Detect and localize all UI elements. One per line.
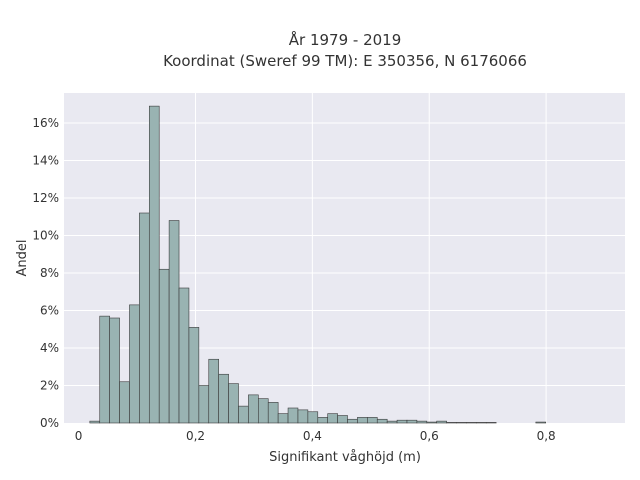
histogram-bar <box>228 383 239 424</box>
histogram-bar <box>386 420 398 424</box>
histogram-bar <box>476 422 487 424</box>
histogram-bar <box>535 421 547 424</box>
histogram-bar <box>456 422 467 424</box>
y-axis-ticks: 0% 2% 4% 6% 8% 10% 12% 14% 16% <box>32 116 59 430</box>
histogram-bar <box>178 287 190 424</box>
histogram-bar <box>248 394 259 424</box>
histogram-bar <box>258 398 269 424</box>
x-axis-label: Signifikant våghöjd (m) <box>269 450 421 465</box>
histogram-bar <box>337 415 348 424</box>
histogram-bar <box>446 422 457 424</box>
chart-subtitle: Koordinat (Sweref 99 TM): E 350356, N 61… <box>163 52 527 70</box>
histogram-bar <box>297 409 309 424</box>
histogram-bar <box>396 419 408 424</box>
histogram-bar <box>218 373 229 424</box>
y-axis-label: Andel <box>15 240 30 277</box>
y-tick-label: 14% <box>32 154 59 168</box>
y-tick-label: 4% <box>40 341 59 355</box>
histogram-bar <box>416 420 428 424</box>
histogram-bar <box>208 358 219 424</box>
histogram-bar <box>99 315 110 424</box>
histogram-bar <box>129 304 140 424</box>
x-tick-label: 0,2 <box>186 429 205 443</box>
x-tick-label: 0 <box>75 429 83 443</box>
histogram-bar <box>317 417 328 424</box>
histogram-bar <box>148 105 160 424</box>
histogram-bar <box>327 413 338 424</box>
histogram-bar <box>168 220 180 424</box>
histogram-bar <box>139 212 150 424</box>
y-tick-label: 0% <box>40 416 59 430</box>
y-tick-label: 12% <box>32 191 59 205</box>
y-tick-label: 8% <box>40 266 59 280</box>
histogram-bar <box>287 407 299 424</box>
histogram-bar <box>158 268 170 424</box>
histogram-bar <box>347 418 358 424</box>
histogram-bar <box>485 422 497 424</box>
histogram-bar <box>466 422 477 424</box>
histogram-bar <box>357 417 368 424</box>
histogram-bar <box>267 402 279 424</box>
chart-title: År 1979 - 2019 <box>289 30 402 49</box>
y-tick-label: 10% <box>32 229 59 243</box>
x-axis-ticks: 0 0,2 0,4 0,6 0,8 <box>75 429 556 443</box>
bars <box>89 105 547 424</box>
histogram-bar <box>367 417 378 424</box>
y-tick-label: 2% <box>40 379 59 393</box>
histogram-bar <box>89 420 101 424</box>
histogram-bar <box>406 419 418 424</box>
histogram-bar <box>188 327 200 424</box>
histogram-bar <box>198 385 210 424</box>
histogram-bar <box>109 317 120 424</box>
histogram-bar <box>436 420 447 424</box>
y-tick-label: 16% <box>32 116 59 130</box>
histogram-bar <box>238 405 249 424</box>
x-tick-label: 0,4 <box>303 429 322 443</box>
histogram-bar <box>426 421 438 424</box>
x-tick-label: 0,8 <box>537 429 556 443</box>
histogram-bar <box>307 411 319 424</box>
histogram-bar <box>376 418 388 424</box>
x-tick-label: 0,6 <box>420 429 439 443</box>
histogram-bar <box>119 381 130 424</box>
histogram-bar <box>277 413 289 424</box>
y-tick-label: 6% <box>40 304 59 318</box>
